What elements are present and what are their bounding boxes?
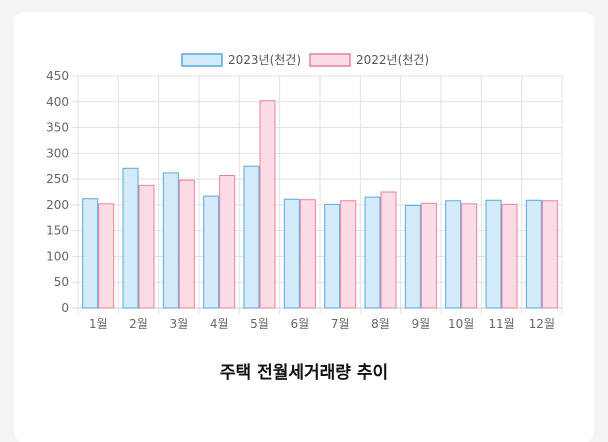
x-tick-label: 2월 (129, 317, 148, 331)
bar-series2 (420, 202, 437, 309)
bar-series1 (82, 198, 99, 309)
x-tick-label: 10월 (448, 317, 474, 331)
bar-series2 (380, 191, 397, 309)
bar-series1 (162, 172, 179, 309)
bar-series2 (138, 184, 155, 309)
y-tick-label: 0 (61, 301, 69, 315)
legend-swatch-2[interactable] (309, 53, 351, 67)
x-tick-label: 5월 (250, 317, 269, 331)
bar-series1 (243, 165, 260, 309)
bar-series1 (404, 204, 421, 309)
legend-label-2[interactable]: 2022년(천건) (356, 52, 429, 67)
bar-series1 (525, 199, 542, 309)
bar-series1 (364, 196, 381, 309)
bar-chart: 0 50 100 150 200 250 300 350 400 450 1월 2월 3월 4월 5월 6월 7… (46, 52, 563, 331)
y-tick-label: 300 (46, 146, 69, 160)
bar-series2 (299, 199, 316, 309)
x-tick-label: 6월 (290, 317, 309, 331)
bar-series1 (122, 167, 139, 309)
x-tick-label: 12월 (529, 317, 555, 331)
bar-series1 (283, 198, 300, 309)
y-tick-label: 50 (54, 275, 69, 289)
x-tick-label: 9월 (411, 317, 430, 331)
legend-label-1[interactable]: 2023년(천건) (228, 52, 301, 67)
bar-series1 (203, 195, 220, 309)
x-tick-label: 3월 (169, 317, 188, 331)
legend-swatch-1[interactable] (181, 53, 223, 67)
bar-series2 (340, 200, 357, 309)
y-tick-label: 150 (46, 224, 69, 238)
bar-series2 (259, 100, 276, 309)
x-tick-label: 1월 (89, 317, 108, 331)
bar-series1 (324, 203, 341, 309)
y-tick-label: 100 (46, 249, 69, 263)
bar-series2 (98, 203, 115, 309)
x-tick-label: 7월 (331, 317, 350, 331)
bar-series2 (501, 203, 518, 309)
bar-series2 (178, 179, 195, 309)
bar-series2 (219, 175, 236, 309)
bar-series1 (445, 200, 462, 309)
chart-title: 주택 전월세거래량 추이 (219, 363, 389, 383)
bar-series2 (461, 203, 478, 309)
x-tick-label: 8월 (371, 317, 390, 331)
y-tick-label: 250 (46, 172, 69, 186)
y-tick-label: 450 (46, 69, 69, 83)
y-tick-label: 350 (46, 121, 69, 135)
y-tick-label: 400 (46, 95, 69, 109)
x-tick-label: 11월 (488, 317, 514, 331)
y-tick-label: 200 (46, 198, 69, 212)
bar-series1 (485, 199, 502, 309)
x-tick-label: 4월 (210, 317, 229, 331)
bar-series2 (541, 200, 558, 309)
